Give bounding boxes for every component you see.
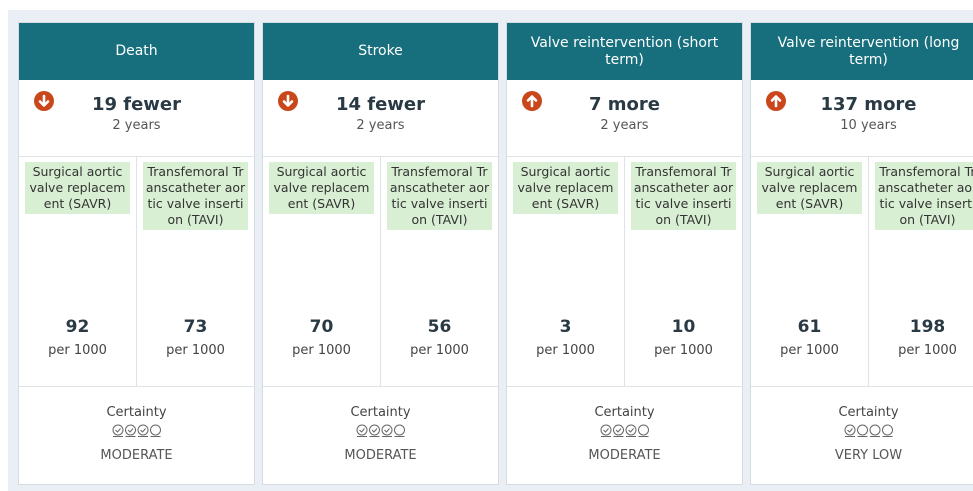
period: 10 years bbox=[840, 118, 897, 133]
group: Surgical aortic valve replacement (SAVR)… bbox=[751, 157, 868, 386]
certainty-circles bbox=[356, 424, 405, 437]
group-value: 198 bbox=[909, 317, 946, 337]
period: 2 years bbox=[356, 118, 405, 133]
outcome-card: Valve reintervention (long term) 137 more… bbox=[750, 22, 973, 485]
group-value: 56 bbox=[427, 317, 452, 337]
group: Transfemoral Transcatheter aortic valve … bbox=[136, 157, 254, 386]
group-value: 3 bbox=[559, 317, 572, 337]
outcome-card: Death 19 fewer 2 years Surgical aortic valv… bbox=[18, 22, 255, 485]
group-unit: per 1000 bbox=[780, 343, 839, 358]
certainty-circles bbox=[600, 424, 649, 437]
card-title: Valve reintervention (short term) bbox=[507, 23, 742, 80]
summary: 14 fewer 2 years bbox=[263, 80, 498, 157]
group-label: Surgical aortic valve replacement (SAVR) bbox=[757, 162, 862, 214]
group-label: Transfemoral Transcatheter aortic valve … bbox=[143, 162, 248, 230]
certainty: Certainty MODERATE bbox=[507, 387, 742, 463]
group: Transfemoral Transcatheter aortic valve … bbox=[380, 157, 498, 386]
group-label: Surgical aortic valve replacement (SAVR) bbox=[25, 162, 130, 214]
group-label: Transfemoral Transcatheter aortic valve … bbox=[875, 162, 973, 230]
certainty-level: VERY LOW bbox=[834, 448, 903, 463]
card-title: Death bbox=[19, 23, 254, 80]
groups: Surgical aortic valve replacement (SAVR)… bbox=[751, 157, 973, 387]
group-unit: per 1000 bbox=[654, 343, 713, 358]
circles bbox=[507, 424, 742, 442]
period: 2 years bbox=[112, 118, 161, 133]
group-value: 92 bbox=[65, 317, 90, 337]
effect: 7 more bbox=[589, 94, 660, 115]
direction-icon bbox=[278, 91, 298, 111]
direction-icon bbox=[766, 91, 786, 111]
effect: 19 fewer bbox=[91, 94, 182, 115]
groups: Surgical aortic valve replacement (SAVR)… bbox=[507, 157, 742, 387]
group: Transfemoral Transcatheter aortic valve … bbox=[868, 157, 973, 386]
card-title: Stroke bbox=[263, 23, 498, 80]
summary: 137 more 10 years bbox=[751, 80, 973, 157]
circles bbox=[19, 424, 254, 442]
group-value: 70 bbox=[309, 317, 334, 337]
summary: 19 fewer 2 years bbox=[19, 80, 254, 157]
group-label: Surgical aortic valve replacement (SAVR) bbox=[269, 162, 374, 214]
group: Surgical aortic valve replacement (SAVR)… bbox=[263, 157, 380, 386]
group-label: Transfemoral Transcatheter aortic valve … bbox=[387, 162, 492, 230]
group-value: 61 bbox=[797, 317, 822, 337]
outcome-card: Valve reintervention (short term) 7 more 2… bbox=[506, 22, 743, 485]
circles bbox=[263, 424, 498, 442]
groups: Surgical aortic valve replacement (SAVR)… bbox=[19, 157, 254, 387]
direction-icon bbox=[522, 91, 542, 111]
summary: 7 more 2 years bbox=[507, 80, 742, 157]
group: Surgical aortic valve replacement (SAVR)… bbox=[507, 157, 624, 386]
group-label: Transfemoral Transcatheter aortic valve … bbox=[631, 162, 736, 230]
group-unit: per 1000 bbox=[536, 343, 595, 358]
certainty-label: Certainty bbox=[106, 405, 167, 420]
certainty: Certainty MODERATE bbox=[263, 387, 498, 463]
certainty-circles bbox=[844, 424, 893, 437]
outcome-card: Stroke 14 fewer 2 years Surgical aortic val… bbox=[262, 22, 499, 485]
group-unit: per 1000 bbox=[410, 343, 469, 358]
group-value: 10 bbox=[671, 317, 696, 337]
certainty: Certainty VERY LOW bbox=[751, 387, 973, 463]
effect: 137 more bbox=[820, 94, 917, 115]
certainty-circles bbox=[112, 424, 161, 437]
group-unit: per 1000 bbox=[166, 343, 225, 358]
group: Surgical aortic valve replacement (SAVR)… bbox=[19, 157, 136, 386]
group-unit: per 1000 bbox=[898, 343, 957, 358]
effect: 14 fewer bbox=[335, 94, 426, 115]
group: Transfemoral Transcatheter aortic valve … bbox=[624, 157, 742, 386]
certainty-label: Certainty bbox=[350, 405, 411, 420]
certainty-label: Certainty bbox=[838, 405, 899, 420]
certainty-label: Certainty bbox=[594, 405, 655, 420]
certainty: Certainty MODERATE bbox=[19, 387, 254, 463]
group-value: 73 bbox=[183, 317, 208, 337]
certainty-level: MODERATE bbox=[588, 448, 661, 463]
group-label: Surgical aortic valve replacement (SAVR) bbox=[513, 162, 618, 214]
period: 2 years bbox=[600, 118, 649, 133]
groups: Surgical aortic valve replacement (SAVR)… bbox=[263, 157, 498, 387]
certainty-level: MODERATE bbox=[100, 448, 173, 463]
card-title: Valve reintervention (long term) bbox=[751, 23, 973, 80]
certainty-level: MODERATE bbox=[344, 448, 417, 463]
circles bbox=[751, 424, 973, 442]
group-unit: per 1000 bbox=[292, 343, 351, 358]
group-unit: per 1000 bbox=[48, 343, 107, 358]
direction-icon bbox=[34, 91, 54, 111]
cards-area: Death 19 fewer 2 years Surgical aortic valv… bbox=[8, 10, 973, 491]
